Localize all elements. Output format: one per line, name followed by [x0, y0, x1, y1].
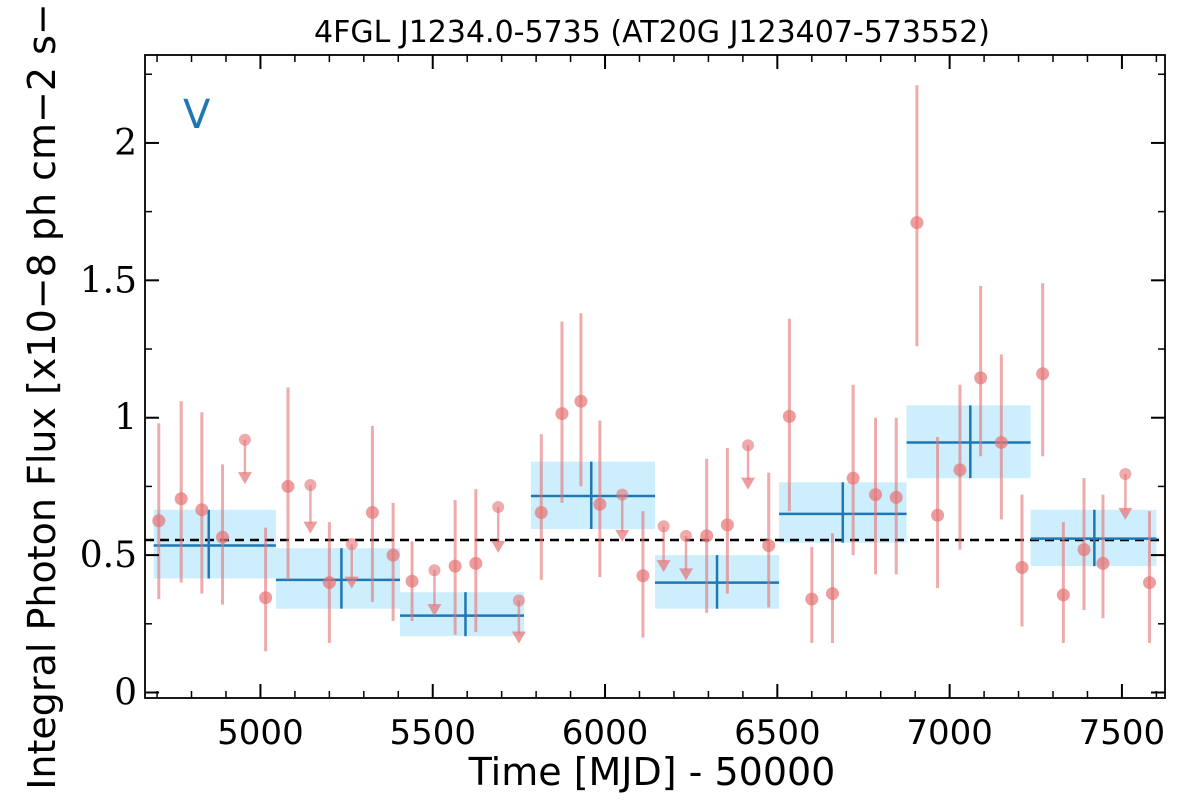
upper-limits — [237, 433, 1133, 644]
flux-point — [195, 503, 209, 517]
upper-limit-arrow — [741, 477, 756, 490]
flux-point — [889, 490, 903, 504]
flux-point — [365, 506, 379, 520]
flux-point — [700, 529, 714, 543]
flux-point — [448, 559, 462, 573]
chart-title: 4FGL J1234.0-5735 (AT20G J123407-573552) — [314, 15, 990, 50]
upper-limit-arrow — [427, 604, 442, 617]
x-tick-label: 7500 — [1079, 713, 1166, 753]
upper-limit-arrow — [1118, 507, 1133, 520]
flux-point — [216, 530, 230, 544]
flux-point — [1142, 576, 1156, 590]
flux-point — [974, 371, 988, 385]
upper-limit-point — [1119, 468, 1132, 481]
bin-box — [275, 548, 400, 609]
upper-limit-point — [742, 439, 755, 452]
y-axis-ticks: 0 0.5 1 1.5 2 — [80, 73, 1165, 714]
upper-limit-arrow — [679, 568, 694, 581]
binned-flux-crosses — [153, 405, 1157, 637]
flux-point — [534, 506, 548, 520]
upper-limit-point — [512, 594, 525, 607]
flux-point — [953, 463, 967, 477]
upper-limit-arrow — [303, 521, 318, 534]
y-tick-label: 0 — [114, 673, 137, 714]
flux-point — [593, 497, 607, 511]
upper-limit-arrow — [615, 529, 630, 542]
flux-point — [152, 514, 166, 528]
x-tick-label: 7000 — [906, 713, 993, 753]
flux-points — [152, 216, 1156, 606]
flux-point — [1077, 543, 1091, 557]
y-tick-label: 1 — [114, 398, 137, 439]
flux-point — [636, 569, 650, 583]
flux-point — [869, 488, 883, 502]
flux-point — [825, 587, 839, 601]
upper-limit-point — [345, 538, 358, 551]
flux-point — [1015, 560, 1029, 574]
flux-point — [994, 435, 1008, 449]
upper-limit-point — [304, 479, 317, 492]
y-tick-label: 1.5 — [80, 260, 137, 301]
flux-point — [574, 394, 588, 408]
flux-point — [322, 576, 336, 590]
x-tick-label: 5500 — [389, 713, 476, 753]
flux-point — [469, 556, 483, 570]
upper-limit-point — [428, 564, 441, 577]
flux-point — [762, 538, 776, 552]
flux-point — [1056, 588, 1070, 602]
flux-point — [259, 591, 273, 605]
flux-point — [174, 492, 188, 506]
y-tick-label: 2 — [114, 123, 137, 164]
upper-limit-point — [238, 433, 251, 446]
upper-limit-point — [492, 501, 505, 514]
flux-point — [281, 479, 295, 493]
flux-point — [1096, 556, 1110, 570]
x-tick-label: 5000 — [217, 713, 304, 753]
flux-point — [931, 508, 945, 522]
upper-limit-arrow — [511, 631, 526, 644]
panel-tag: V — [183, 92, 211, 138]
flux-point — [846, 471, 860, 485]
plot-frame — [144, 54, 1166, 699]
bin-box — [400, 592, 525, 637]
bin-box — [153, 509, 276, 579]
x-tick-label: 6500 — [734, 713, 821, 753]
flux-point — [782, 409, 796, 423]
flux-point — [1036, 367, 1050, 381]
x-tick-label: 6000 — [562, 713, 649, 753]
upper-limit-arrow — [237, 472, 252, 485]
y-axis-label: Integral Photon Flux [x10−8 ph cm−2 s−1] — [20, 0, 64, 790]
flux-point — [386, 548, 400, 562]
upper-limit-point — [657, 520, 670, 533]
flux-point — [405, 574, 419, 588]
upper-limit-point — [680, 529, 693, 542]
flux-point — [805, 592, 819, 606]
upper-limit-arrow — [491, 540, 506, 553]
upper-limit-arrow — [344, 576, 359, 589]
flux-point — [720, 518, 734, 532]
flux-point — [555, 407, 569, 421]
x-axis-ticks: 5000 5500 6000 6500 7000 7500 — [156, 55, 1166, 753]
flux-point — [910, 216, 924, 230]
x-axis-label: Time [MJD] - 50000 — [468, 750, 836, 794]
y-tick-label: 0.5 — [80, 535, 137, 576]
upper-limit-arrow — [656, 560, 671, 573]
upper-limit-point — [616, 488, 629, 501]
